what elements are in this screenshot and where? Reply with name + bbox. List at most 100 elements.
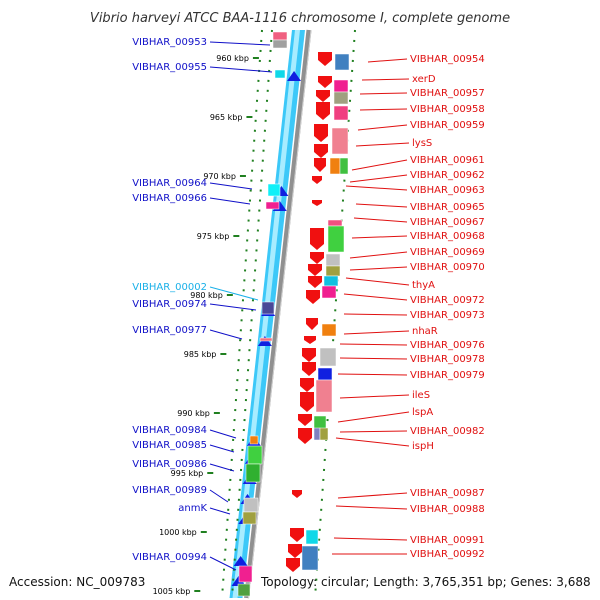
- gene-block: [333, 105, 349, 121]
- backbone-arrow: [231, 576, 246, 586]
- gene-block: [327, 225, 345, 253]
- gene-block: [319, 347, 337, 367]
- right-label-leader: [351, 159, 408, 171]
- right-label-leader: [337, 411, 410, 423]
- right-label-leader: [343, 330, 410, 335]
- reverse-gene-arrow: [306, 318, 318, 330]
- right-label-leader: [349, 174, 408, 183]
- gene-block: [261, 301, 275, 315]
- kbp-ticks: 960 kbp 965 kbp 970 kbp 975 kbp 980 kbp 985 k…: [153, 29, 356, 599]
- reverse-gene-arrow: [304, 336, 316, 344]
- backbone-arrow: [233, 556, 248, 566]
- gene-block: [319, 427, 329, 441]
- reverse-gene-arrow: [286, 558, 300, 572]
- left-label-leader: [209, 182, 253, 190]
- gene-block: [325, 265, 341, 277]
- left-label-leader: [209, 197, 251, 205]
- gene-block: [317, 367, 333, 381]
- left-gene-label: VIBHAR_00955: [132, 62, 207, 73]
- left-label-leader: [209, 303, 257, 311]
- right-gene-label: VIBHAR_00992: [410, 549, 485, 560]
- gene-block: [274, 69, 286, 79]
- right-gene-label: VIBHAR_00954: [410, 54, 485, 65]
- right-gene-label: VIBHAR_00961: [410, 155, 485, 166]
- gene-block: [242, 511, 257, 525]
- right-gene-label: VIBHAR_00979: [410, 370, 485, 381]
- reverse-gene-arrow: [318, 52, 332, 66]
- reverse-gene-arrow: [314, 124, 328, 142]
- left-label-leader: [209, 507, 231, 515]
- right-gene-label: VIBHAR_00970: [410, 262, 485, 273]
- left-gene-label: VIBHAR_00985: [132, 440, 207, 451]
- gene-block: [323, 275, 339, 287]
- right-label-leader: [353, 217, 408, 223]
- reverse-gene-arrow: [310, 252, 324, 264]
- right-label-leader: [349, 266, 408, 271]
- gene-block: [301, 545, 319, 571]
- right-label-leader: [339, 394, 410, 399]
- left-label-leader: [209, 286, 259, 301]
- gene-block: [325, 253, 341, 267]
- left-gene-label: VIBHAR_00974: [132, 299, 207, 310]
- left-label-leader: [209, 429, 237, 439]
- right-gene-label: VIBHAR_00957: [410, 88, 485, 99]
- left-label-leader: [209, 556, 237, 571]
- left-label-leader: [209, 66, 273, 73]
- gene-block: [259, 337, 273, 342]
- topology-text: Topology: circular; Length: 3,765,351 bp…: [260, 575, 591, 589]
- right-label-leader: [335, 505, 408, 510]
- reverse-gene-arrow: [316, 102, 330, 120]
- reverse-gene-arrow: [314, 144, 328, 158]
- left-gene-label: VIBHAR_00994: [132, 552, 207, 563]
- left-gene-label: VIBHAR_00964: [132, 178, 207, 189]
- gene-block: [265, 201, 280, 210]
- reverse-gene-arrow: [288, 544, 302, 558]
- right-label-leader: [339, 357, 408, 360]
- right-gene-label: VIBHAR_00973: [410, 310, 485, 321]
- left-gene-label: anmK: [178, 503, 207, 514]
- kbp-tick-label: 980 kbp: [190, 291, 223, 300]
- right-gene-label: VIBHAR_00972: [410, 295, 485, 306]
- left-gene-label: VIBHAR_00953: [132, 37, 207, 48]
- right-label-leader: [339, 430, 408, 433]
- reverse-gene-arrow: [302, 348, 316, 362]
- right-gene-label: xerD: [412, 74, 436, 85]
- left-gene-labels: VIBHAR_00953 VIBHAR_00955 VIBHAR_00964 VIBH…: [132, 37, 207, 563]
- reverse-gene-arrow: [316, 90, 330, 102]
- backbone-reverse-edge: [248, 29, 312, 599]
- right-label-leader: [357, 124, 408, 131]
- right-label-leader: [351, 235, 408, 239]
- kbp-tick-label: 995 kbp: [171, 469, 204, 478]
- gene-block: [315, 379, 333, 413]
- kbp-tick-label: 990 kbp: [177, 409, 210, 418]
- right-label-leader: [359, 92, 408, 95]
- kbp-tick-label: 985 kbp: [184, 350, 217, 359]
- left-gene-label: VIBHAR_00984: [132, 425, 207, 436]
- kbp-tick-label: 970 kbp: [203, 172, 236, 181]
- right-label-leader: [337, 373, 408, 376]
- gene-block: [321, 285, 337, 299]
- right-gene-label: lysS: [412, 138, 432, 149]
- map-title: Vibrio harveyi ATCC BAA-1116 chromosome …: [90, 11, 510, 26]
- reverse-gene-arrow: [300, 378, 314, 392]
- gene-block: [267, 183, 281, 197]
- right-gene-label: VIBHAR_00988: [410, 504, 485, 515]
- right-gene-label: VIBHAR_00982: [410, 426, 485, 437]
- left-label-leader: [209, 329, 243, 340]
- right-gene-label: nhaR: [412, 326, 438, 337]
- right-gene-label: VIBHAR_00968: [410, 231, 485, 242]
- right-label-leader: [343, 313, 408, 316]
- reverse-gene-arrow: [314, 158, 326, 172]
- reverse-gene-arrow: [300, 392, 314, 412]
- gene-block: [313, 427, 321, 441]
- right-gene-labels: VIBHAR_00954 xerD VIBHAR_00957 VIBHAR_00958…: [410, 54, 485, 560]
- gene-tracks: [237, 31, 350, 597]
- left-label-leader: [209, 463, 235, 472]
- left-gene-label: VIBHAR_00989: [132, 485, 207, 496]
- left-gene-label: VIBHAR_00977: [132, 325, 207, 336]
- left-gene-label: VIBHAR_00966: [132, 193, 207, 204]
- reverse-gene-arrow: [290, 528, 304, 542]
- left-label-leader: [209, 444, 235, 453]
- left-label-leader: [209, 41, 271, 46]
